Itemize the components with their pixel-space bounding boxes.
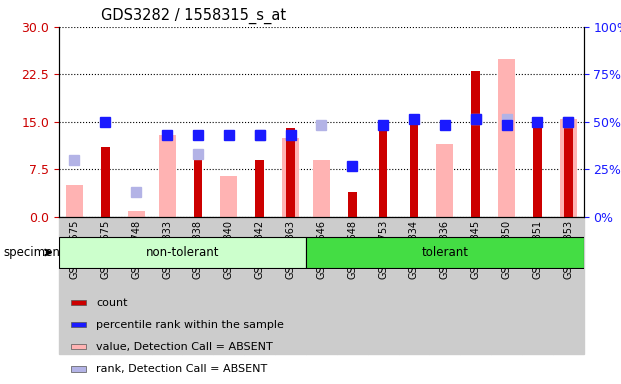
Text: rank, Detection Call = ABSENT: rank, Detection Call = ABSENT [96, 364, 268, 374]
Bar [71, 300, 86, 305]
Bar [183, 217, 214, 354]
Bar [214, 217, 244, 354]
Bar [220, 176, 237, 217]
Bar [460, 217, 491, 354]
Bar [152, 217, 183, 354]
Bar [71, 366, 86, 372]
Bar [522, 217, 553, 354]
Bar [158, 135, 176, 217]
Text: count: count [96, 298, 127, 308]
Bar [59, 217, 90, 354]
Bar [498, 59, 515, 217]
Text: tolerant: tolerant [421, 246, 468, 259]
Bar [255, 160, 264, 217]
Bar [71, 322, 86, 327]
Bar [553, 217, 584, 354]
Bar [348, 192, 356, 217]
Bar [66, 185, 83, 217]
FancyBboxPatch shape [59, 237, 306, 268]
Bar [379, 128, 388, 217]
Bar [282, 138, 299, 217]
Bar [564, 119, 573, 217]
Bar [410, 119, 419, 217]
Text: GDS3282 / 1558315_s_at: GDS3282 / 1558315_s_at [101, 8, 286, 24]
Bar [128, 211, 145, 217]
Bar [286, 128, 295, 217]
Bar [429, 217, 460, 354]
Bar [560, 119, 577, 217]
Bar [71, 344, 86, 349]
Text: percentile rank within the sample: percentile rank within the sample [96, 320, 284, 330]
Bar [275, 217, 306, 354]
Bar [533, 119, 542, 217]
Bar [90, 217, 120, 354]
Text: value, Detection Call = ABSENT: value, Detection Call = ABSENT [96, 342, 273, 352]
Bar [120, 217, 152, 354]
Bar [306, 217, 337, 354]
Bar [399, 217, 429, 354]
Text: specimen: specimen [3, 246, 60, 259]
Bar [368, 217, 399, 354]
Bar [337, 217, 368, 354]
Bar [244, 217, 275, 354]
FancyBboxPatch shape [306, 237, 584, 268]
Bar [313, 160, 330, 217]
Text: non-tolerant: non-tolerant [146, 246, 219, 259]
Bar [471, 71, 480, 217]
Bar [491, 217, 522, 354]
Bar [194, 160, 202, 217]
Bar [437, 144, 453, 217]
Bar [101, 147, 110, 217]
